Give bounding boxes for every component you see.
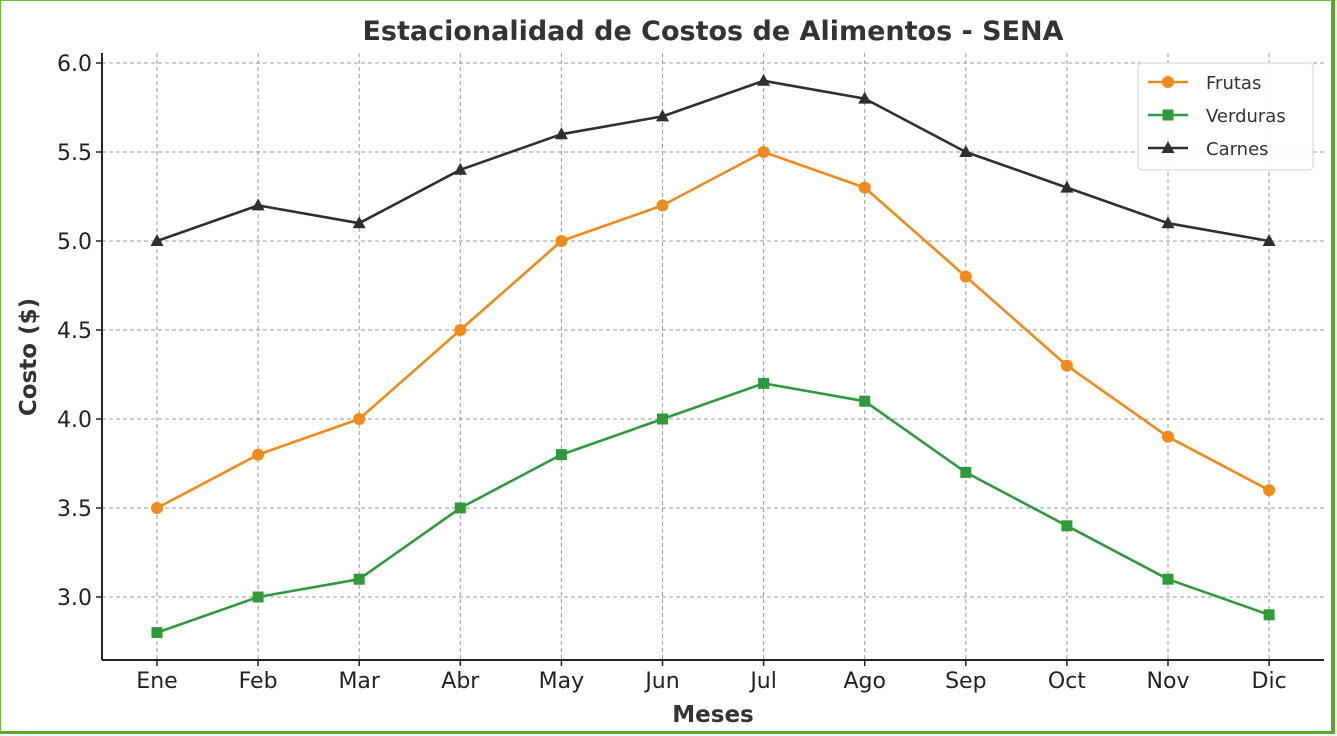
series-frutas [151, 146, 1276, 514]
series-line-verduras [156, 382, 1270, 634]
data-point-verduras [1162, 573, 1174, 585]
data-point-carnes [656, 109, 669, 122]
data-point-frutas [353, 413, 366, 425]
data-point-verduras [252, 591, 264, 603]
data-point-frutas [858, 181, 871, 194]
y-tick-label: 3.5 [57, 497, 92, 522]
series-carnes [150, 73, 1276, 246]
data-point-frutas [959, 270, 972, 283]
data-point-carnes [1060, 180, 1074, 193]
data-point-carnes [757, 73, 771, 86]
y-ticks: 3.0 3.5 4.0 4.5 5.0 5.5 6.0 [57, 52, 102, 611]
axes [101, 53, 1324, 661]
x-tick-label: Jun [643, 669, 679, 694]
x-tick-label: Mar [338, 669, 380, 694]
data-point-frutas [1060, 359, 1073, 372]
legend-label-verduras: Verduras [1206, 106, 1286, 127]
data-point-verduras [1263, 609, 1275, 621]
data-point-verduras [859, 395, 871, 407]
x-tick-label: Jul [748, 669, 777, 694]
y-axis-label: Costo ($) [16, 298, 42, 416]
series-line-frutas [156, 150, 1270, 510]
data-point-frutas [555, 235, 568, 247]
legend-label-carnes: Carnes [1206, 139, 1269, 160]
data-point-carnes [858, 91, 872, 104]
data-point-frutas [151, 502, 163, 514]
legend: Frutas Verduras Carnes [1137, 62, 1314, 171]
legend-item-verduras: Verduras [1148, 106, 1286, 127]
data-point-carnes [959, 145, 973, 157]
data-point-verduras [657, 413, 668, 425]
data-point-frutas [252, 448, 265, 461]
series-group [150, 73, 1276, 639]
y-tick-label: 4.5 [57, 319, 92, 344]
data-point-carnes [1262, 234, 1276, 246]
y-tick-label: 6.0 [57, 52, 92, 77]
x-tick-label: Abr [441, 669, 480, 694]
x-ticks: Ene Feb Mar Abr May Jun Jul Ago Sep Oct Nov Dic [136, 660, 1287, 694]
data-point-carnes [251, 198, 265, 211]
x-tick-label: Sep [945, 669, 986, 694]
data-point-carnes [453, 162, 467, 175]
x-tick-label: Ago [843, 669, 885, 694]
series-line-carnes [156, 79, 1270, 243]
chart-title: Estacionalidad de Costos de Alimentos - … [362, 16, 1063, 47]
legend-marker-verduras [1162, 109, 1174, 121]
legend-item-frutas: Frutas [1148, 73, 1261, 94]
series-verduras [151, 377, 1275, 639]
data-point-carnes [352, 216, 366, 229]
data-point-carnes [554, 127, 568, 140]
y-tick-label: 3.0 [57, 586, 92, 611]
data-point-frutas [1263, 484, 1276, 497]
data-point-verduras [555, 449, 567, 461]
data-point-verduras [960, 466, 972, 478]
legend-marker-frutas [1162, 76, 1174, 88]
legend-item-carnes: Carnes [1148, 139, 1269, 160]
data-point-frutas [1162, 430, 1174, 443]
x-tick-label: Dic [1252, 669, 1287, 694]
x-tick-label: Nov [1147, 669, 1190, 694]
data-point-verduras [758, 377, 770, 389]
data-point-frutas [454, 324, 467, 336]
x-tick-label: Oct [1048, 669, 1086, 694]
x-tick-label: Feb [239, 669, 278, 694]
data-point-verduras [151, 627, 163, 639]
data-point-frutas [656, 199, 669, 212]
y-tick-label: 5.0 [57, 230, 92, 255]
x-axis-label: Meses [672, 702, 753, 728]
data-point-verduras [353, 573, 365, 585]
data-point-carnes [1161, 216, 1175, 229]
data-point-verduras [1061, 520, 1073, 532]
x-tick-label: May [539, 669, 584, 694]
data-point-frutas [757, 146, 770, 158]
data-point-verduras [454, 502, 466, 514]
x-tick-label: Ene [136, 669, 177, 694]
data-point-carnes [150, 234, 164, 246]
y-tick-label: 4.0 [57, 408, 92, 433]
y-tick-label: 5.5 [57, 141, 92, 166]
legend-box [1137, 62, 1314, 171]
legend-label-frutas: Frutas [1206, 73, 1261, 94]
legend-marker-carnes [1161, 141, 1175, 153]
